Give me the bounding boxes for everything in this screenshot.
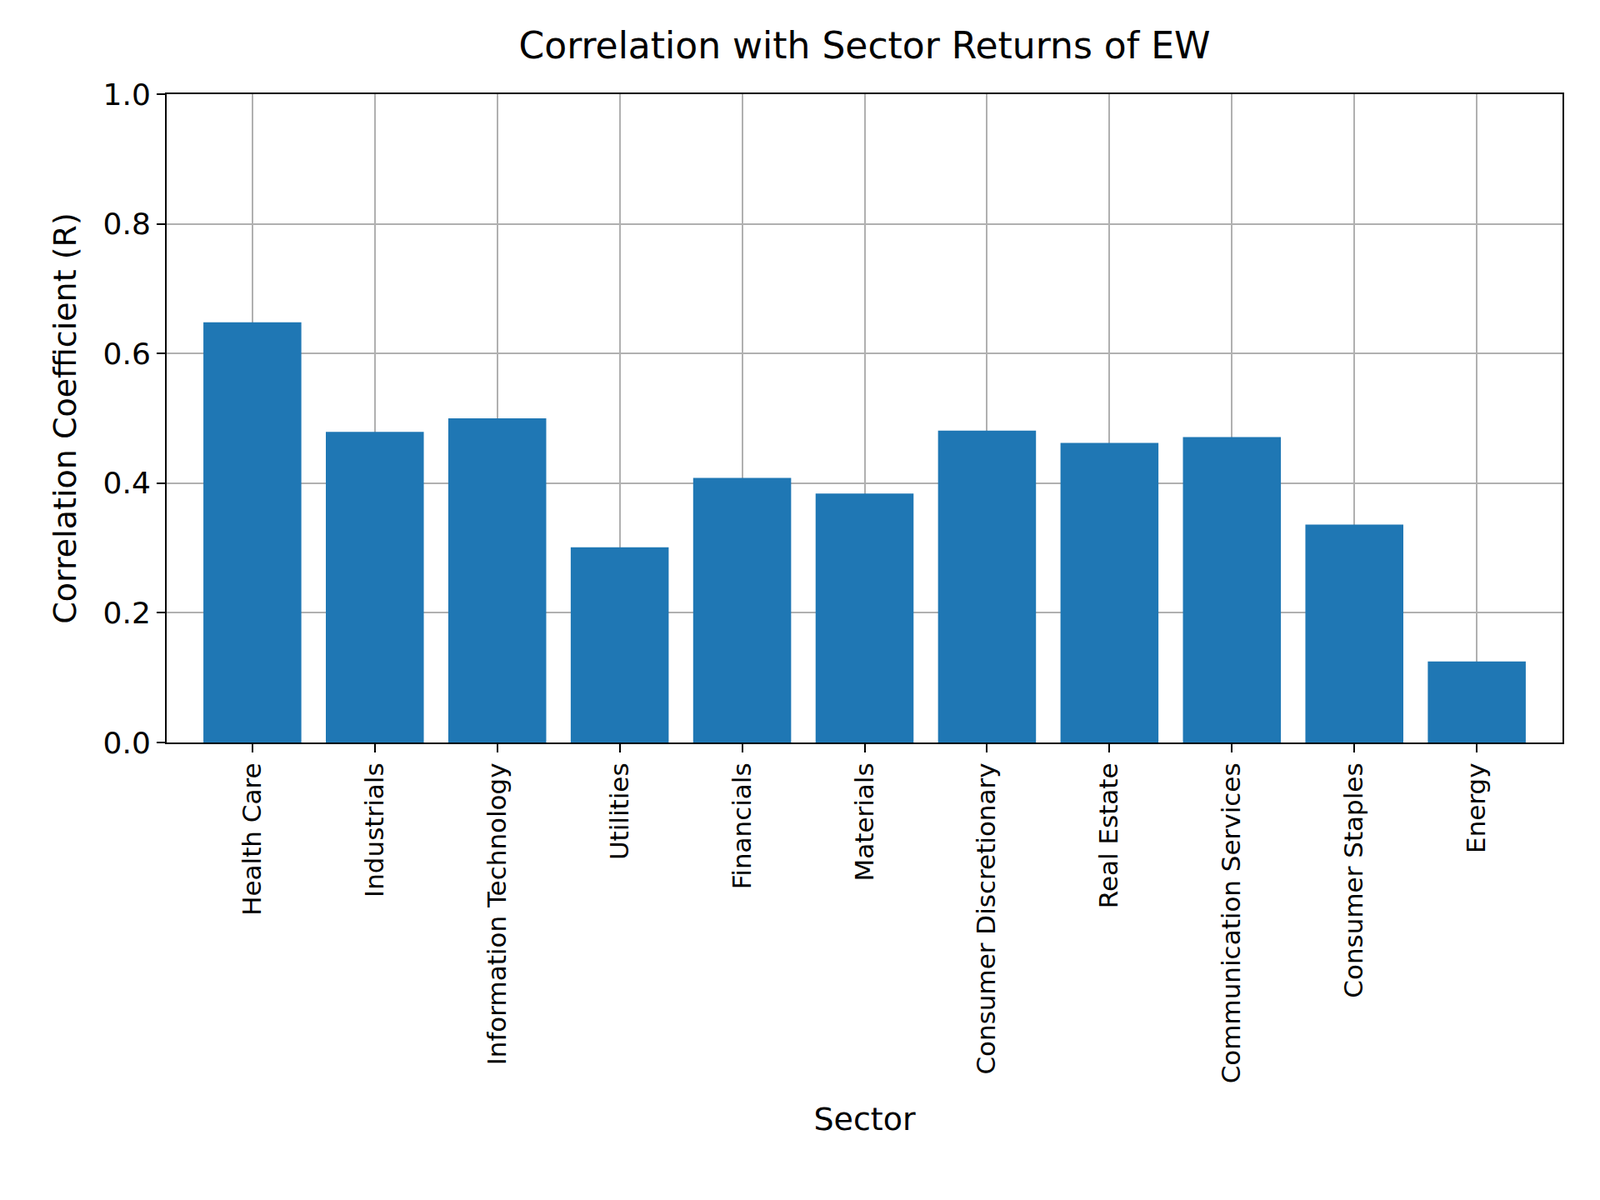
- svg-text:Consumer Staples: Consumer Staples: [1338, 762, 1369, 998]
- svg-text:Correlation with Sector Return: Correlation with Sector Returns of EW: [518, 24, 1210, 67]
- svg-text:Communication Services: Communication Services: [1215, 762, 1246, 1084]
- svg-text:0.8: 0.8: [103, 206, 151, 241]
- svg-text:1.0: 1.0: [103, 77, 151, 112]
- svg-text:Energy: Energy: [1460, 762, 1491, 854]
- svg-text:Consumer Discretionary: Consumer Discretionary: [971, 762, 1002, 1075]
- svg-text:Industrials: Industrials: [359, 762, 390, 898]
- svg-text:0.0: 0.0: [103, 725, 151, 760]
- svg-text:Materials: Materials: [849, 762, 880, 881]
- svg-text:Sector: Sector: [813, 1100, 916, 1138]
- svg-text:Utilities: Utilities: [604, 762, 635, 860]
- svg-text:0.6: 0.6: [103, 336, 151, 371]
- svg-text:Financials: Financials: [726, 762, 757, 890]
- svg-text:0.2: 0.2: [103, 595, 151, 630]
- svg-text:Information Technology: Information Technology: [481, 762, 512, 1065]
- svg-text:0.4: 0.4: [103, 465, 151, 500]
- svg-text:Health Care: Health Care: [236, 762, 267, 915]
- svg-text:Correlation Coefficient (R): Correlation Coefficient (R): [46, 212, 84, 624]
- svg-text:Real Estate: Real Estate: [1093, 762, 1124, 909]
